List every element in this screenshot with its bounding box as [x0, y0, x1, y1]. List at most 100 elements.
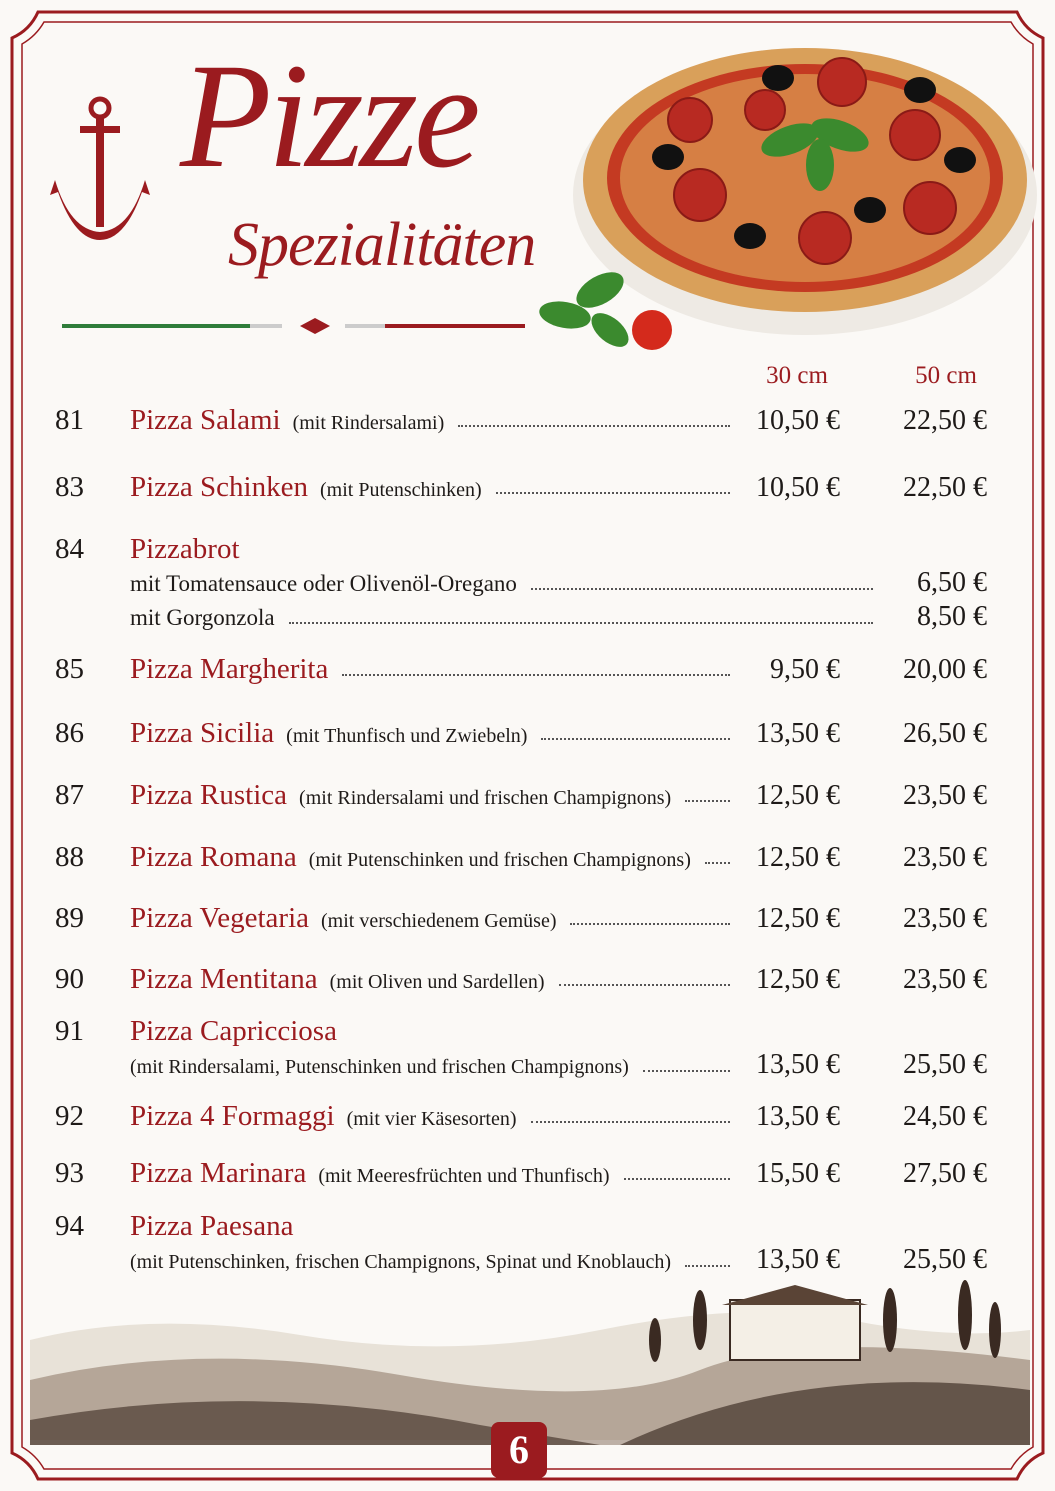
- item-body: Pizza Margherita 9,50 € 20,00 €: [130, 652, 987, 686]
- landscape: [30, 1280, 1030, 1445]
- item-body: Pizza Salami (mit Rindersalami) 10,50 € 22,…: [130, 403, 987, 437]
- leader-dots: [685, 800, 730, 802]
- menu-item: 94 Pizza Paesana (mit Putenschinken, frisc…: [55, 1209, 987, 1277]
- item-line: Pizza Schinken (mit Putenschinken) 10,50 €…: [130, 470, 987, 504]
- item-name: Pizza Sicilia: [130, 717, 275, 749]
- menu-item: 91 Pizza Capricciosa (mit Rindersalami, Pu…: [55, 1014, 987, 1082]
- item-name: Pizza Vegetaria: [130, 902, 310, 934]
- item-name: Pizza Paesana: [130, 1210, 294, 1242]
- item-name: Pizza Mentitana: [130, 963, 318, 995]
- item-description: (mit Meeresfrüchten und Thunfisch): [318, 1165, 610, 1187]
- item-name: Pizza Marinara: [130, 1157, 307, 1189]
- item-body: Pizza Romana (mit Putenschinken und frisc…: [130, 840, 987, 874]
- price-30: 12,50 €: [756, 780, 840, 811]
- price-50: 27,50 €: [903, 1158, 987, 1189]
- item-body: Pizza Capricciosa (mit Rindersalami, Pute…: [130, 1014, 987, 1082]
- anchor: [50, 96, 150, 240]
- price-30: 12,50 €: [756, 903, 840, 934]
- leader-dots: [685, 1265, 730, 1267]
- menu-item: 84 Pizzabrot mit Tomatensauce oder Olivenö…: [55, 532, 987, 634]
- item-description: (mit Putenschinken, frischen Champignons…: [130, 1251, 672, 1273]
- item-number: 94: [55, 1210, 84, 1242]
- price-50: 25,50 €: [903, 1049, 987, 1080]
- item-line: Pizza 4 Formaggi (mit vier Käsesorten) 13,…: [130, 1099, 987, 1133]
- pizza-image: [539, 48, 1037, 350]
- item-description: (mit Rindersalami und frischen Champigno…: [299, 787, 672, 809]
- option-text: mit Tomatensauce oder Olivenöl-Oregano: [130, 571, 517, 596]
- price-50: 23,50 €: [903, 964, 987, 995]
- item-number: 93: [55, 1157, 84, 1189]
- item-name: Pizzabrot: [130, 533, 240, 565]
- item-name: Pizza Schinken: [130, 471, 308, 503]
- price-30: 13,50 €: [756, 1101, 840, 1132]
- item-body: Pizza Sicilia (mit Thunfisch und Zwiebeln…: [130, 716, 987, 750]
- leader-dots: [530, 1121, 730, 1123]
- price-30: 10,50 €: [756, 472, 840, 503]
- item-line: Pizza Paesana: [130, 1209, 987, 1243]
- leader-dots: [458, 425, 730, 427]
- item-number: 89: [55, 902, 84, 934]
- item-line: Pizza Mentitana (mit Oliven und Sardellen…: [130, 962, 987, 996]
- item-line: Pizza Rustica (mit Rindersalami und frisc…: [130, 778, 987, 812]
- price-50: 22,50 €: [903, 405, 987, 436]
- option-line: mit Tomatensauce oder Olivenöl-Oregano 6,…: [130, 566, 987, 600]
- menu-item: 81 Pizza Salami (mit Rindersalami) 10,50 € 2…: [55, 403, 987, 437]
- page-number: 6: [509, 1427, 529, 1472]
- item-number: 90: [55, 963, 84, 995]
- item-line: (mit Putenschinken, frischen Champignons…: [130, 1243, 987, 1277]
- price-50: 23,50 €: [903, 903, 987, 934]
- menu-item: 86 Pizza Sicilia (mit Thunfisch und Zwiebe…: [55, 716, 987, 750]
- item-number: 92: [55, 1100, 84, 1132]
- menu-item: 93 Pizza Marinara (mit Meeresfrüchten und …: [55, 1156, 987, 1190]
- leader-dots: [642, 1070, 730, 1072]
- leader-dots: [288, 622, 873, 624]
- item-body: Pizza Schinken (mit Putenschinken) 10,50 €…: [130, 470, 987, 504]
- item-line: Pizza Margherita 9,50 € 20,00 €: [130, 652, 987, 686]
- item-body: Pizzabrot mit Tomatensauce oder Olivenöl-…: [130, 532, 987, 634]
- price-30: 13,50 €: [756, 1049, 840, 1080]
- item-number: 86: [55, 717, 84, 749]
- column-header: 30 cm: [766, 362, 828, 389]
- subtitle: Spezialitäten: [228, 211, 536, 279]
- price-50: 23,50 €: [903, 842, 987, 873]
- item-line: Pizza Romana (mit Putenschinken und frisc…: [130, 840, 987, 874]
- column-header: 50 cm: [915, 362, 977, 389]
- leader-dots: [623, 1178, 730, 1180]
- item-name: Pizza Margherita: [130, 653, 329, 685]
- item-number: 84: [55, 533, 84, 565]
- item-name: Pizza 4 Formaggi: [130, 1100, 335, 1132]
- item-name: Pizza Salami: [130, 404, 281, 436]
- price-30: 12,50 €: [756, 842, 840, 873]
- item-body: Pizza Rustica (mit Rindersalami und frisc…: [130, 778, 987, 812]
- divider: [62, 318, 525, 334]
- item-line: Pizza Marinara (mit Meeresfrüchten und Th…: [130, 1156, 987, 1190]
- menu-item: 85 Pizza Margherita 9,50 € 20,00 €: [55, 652, 987, 686]
- leader-dots: [704, 862, 730, 864]
- price-50: 25,50 €: [903, 1244, 987, 1275]
- price-50: 20,00 €: [903, 654, 987, 685]
- price-30: 13,50 €: [756, 1244, 840, 1275]
- leader-dots: [541, 738, 730, 740]
- page-badge: [491, 1422, 547, 1478]
- leader-dots: [570, 923, 730, 925]
- option-text: mit Gorgonzola: [130, 605, 275, 630]
- item-number: 91: [55, 1015, 84, 1047]
- menu-item: 87 Pizza Rustica (mit Rindersalami und fri…: [55, 778, 987, 812]
- item-number: 85: [55, 653, 84, 685]
- item-body: Pizza Mentitana (mit Oliven und Sardellen…: [130, 962, 987, 996]
- item-line: (mit Rindersalami, Putenschinken und fri…: [130, 1048, 987, 1082]
- item-description: (mit vier Käsesorten): [346, 1108, 517, 1130]
- menu-item: 92 Pizza 4 Formaggi (mit vier Käsesorten) 1…: [55, 1099, 987, 1133]
- inner-border: [21, 21, 1034, 1470]
- item-number: 87: [55, 779, 84, 811]
- item-body: Pizza Paesana (mit Putenschinken, frische…: [130, 1209, 987, 1277]
- item-body: Pizza Vegetaria (mit verschiedenem Gemüse…: [130, 901, 987, 935]
- price-30: 12,50 €: [756, 964, 840, 995]
- item-name: Pizza Romana: [130, 841, 297, 873]
- option-price: 8,50 €: [917, 601, 987, 632]
- leader-dots: [342, 674, 730, 676]
- menu-item: 88 Pizza Romana (mit Putenschinken und fri…: [55, 840, 987, 874]
- outer-border: [10, 10, 1045, 1481]
- item-description: (mit Rindersalami, Putenschinken und fri…: [130, 1056, 629, 1078]
- option-price: 6,50 €: [917, 567, 987, 598]
